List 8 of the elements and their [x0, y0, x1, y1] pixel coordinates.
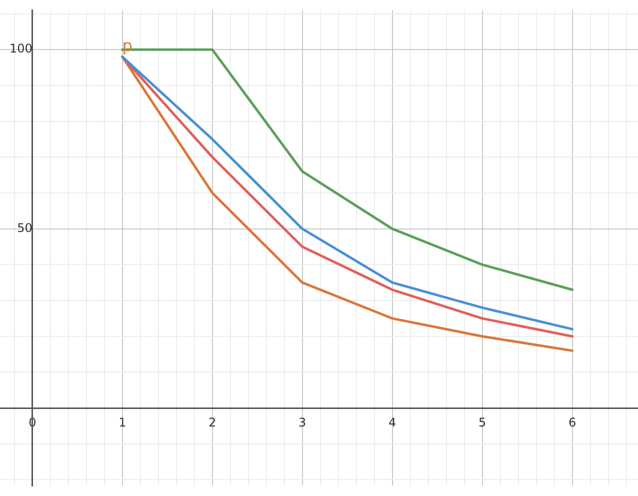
x-tick-label: 4: [388, 415, 396, 430]
x-tick-label: 2: [208, 415, 216, 430]
x-tick-label: 6: [568, 415, 576, 430]
x-tick-label: 3: [298, 415, 306, 430]
x-tick-label: 1: [118, 415, 126, 430]
y-tick-label: 50: [17, 220, 32, 235]
y-tick-label: 100: [9, 42, 32, 56]
x-tick-label: 5: [478, 415, 486, 430]
